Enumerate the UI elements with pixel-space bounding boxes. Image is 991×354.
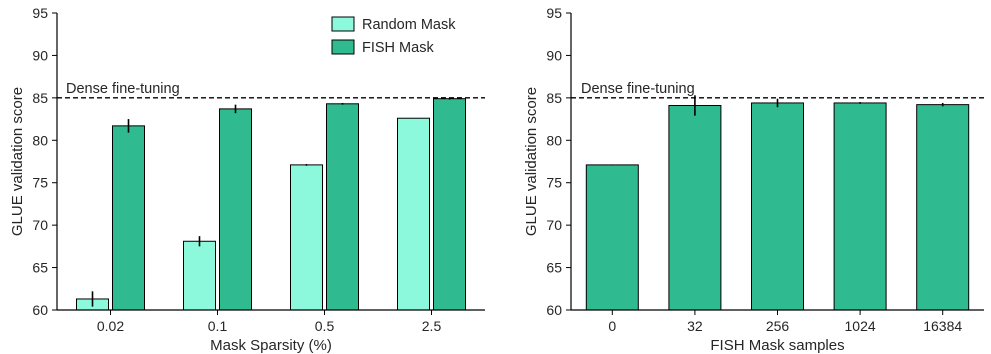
x-tick-label: 0 <box>608 318 616 334</box>
y-tick-label: 90 <box>546 47 562 63</box>
x-tick-label: 0.1 <box>208 318 228 334</box>
bar-random-mask-2 <box>290 164 323 311</box>
y-tick-label: 95 <box>546 5 562 21</box>
x-axis-label: Mask Sparsity (%) <box>210 337 332 354</box>
x-tick-label: 32 <box>687 318 703 334</box>
x-tick-label: 16384 <box>923 318 962 334</box>
legend-swatch-0 <box>331 16 355 32</box>
y-tick-label: 60 <box>32 302 48 318</box>
x-axis-label: FISH Mask samples <box>710 337 844 354</box>
reference-label: Dense fine-tuning <box>581 81 695 97</box>
y-tick-label: 60 <box>546 302 562 318</box>
y-tick-label: 75 <box>32 175 48 191</box>
legend-label-0: Random Mask <box>362 17 456 33</box>
bar-fish-mask-1 <box>668 104 722 311</box>
bar-random-mask-3 <box>397 117 430 311</box>
bar-fish-mask-0 <box>112 125 145 311</box>
y-tick-label: 80 <box>32 132 48 148</box>
y-tick-label: 90 <box>32 47 48 63</box>
x-tick-label: 0.5 <box>315 318 335 334</box>
bar-fish-mask-3 <box>433 98 466 311</box>
y-tick-label: 95 <box>32 5 48 21</box>
y-tick-label: 70 <box>32 217 48 233</box>
y-tick-label: 85 <box>32 90 48 106</box>
y-tick-label: 70 <box>546 217 562 233</box>
y-tick-label: 65 <box>546 260 562 276</box>
reference-label: Dense fine-tuning <box>66 81 180 97</box>
legend: Random Mask FISH Mask <box>331 16 456 56</box>
y-tick-label: 80 <box>546 132 562 148</box>
y-tick-label: 85 <box>546 90 562 106</box>
x-tick-label: 2.5 <box>422 318 442 334</box>
y-axis-label: GLUE validation score <box>523 87 540 236</box>
y-tick-label: 75 <box>546 175 562 191</box>
x-tick-label: 1024 <box>845 318 876 334</box>
legend-label-1: FISH Mask <box>362 40 434 56</box>
chart-panel-1: Dense fine-tuning 60 65 70 75 80 85 90 95 0.02 0.1… <box>9 5 485 354</box>
x-tick-label: 0.02 <box>97 318 124 334</box>
bar-fish-mask-1 <box>219 108 252 311</box>
bar-fish-mask-0 <box>585 164 639 311</box>
bar-fish-mask-3 <box>833 102 887 311</box>
bar-fish-mask-2 <box>751 102 804 311</box>
x-tick-label: 256 <box>766 318 790 334</box>
y-tick-label: 65 <box>32 260 48 276</box>
bar-fish-mask-4 <box>916 104 970 311</box>
chart-panel-2: Dense fine-tuning 60 65 70 75 80 85 90 95 0 32 256 1… <box>523 5 984 354</box>
legend-swatch-1 <box>331 39 355 55</box>
bar-fish-mask-2 <box>326 103 359 311</box>
bar-random-mask-1 <box>183 240 216 311</box>
y-axis-label: GLUE validation score <box>9 87 26 236</box>
